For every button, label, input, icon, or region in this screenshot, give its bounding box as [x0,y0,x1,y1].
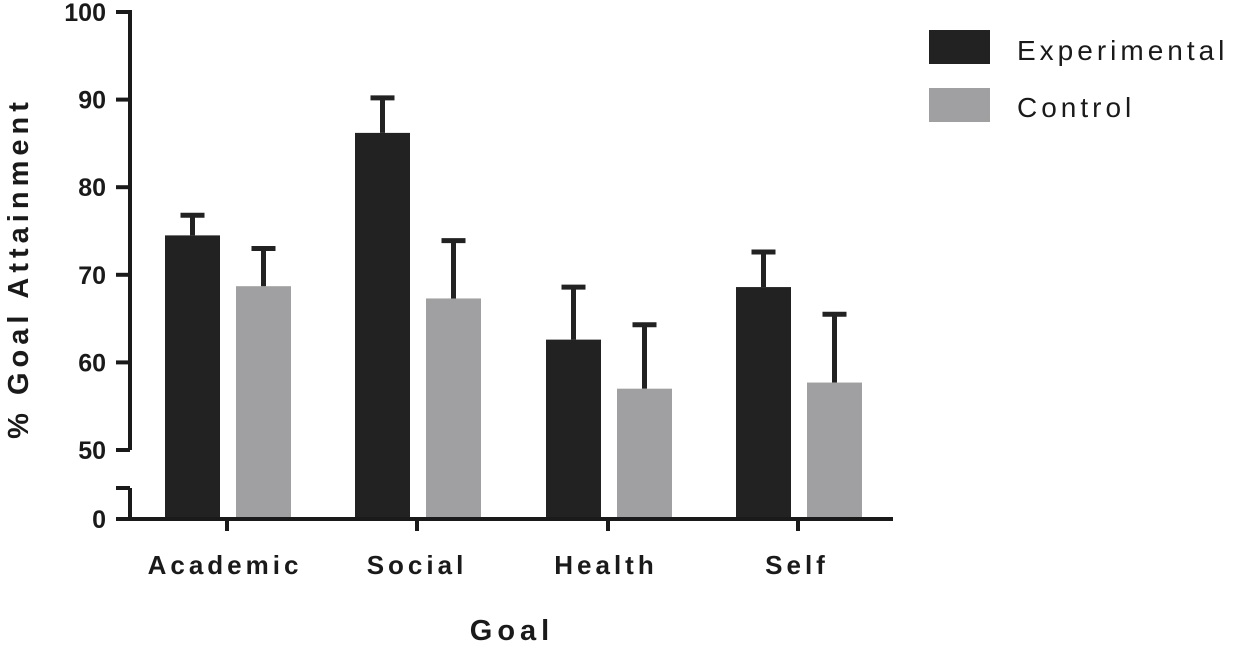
legend-label-control: Control [1017,92,1135,123]
bar-experimental-self [736,287,791,519]
x-tick-label-health: Health [554,550,657,580]
x-tick-label-self: Self [765,550,829,580]
errorbar-control-self [822,311,847,383]
bars-group [165,132,862,519]
legend-label-experimental: Experimental [1017,35,1228,66]
errorbar-experimental-social [370,95,395,133]
y-ticks-group: 0 50 60 70 80 90 100 [64,0,130,534]
y-tick-label: 70 [78,262,106,290]
errorbar-control-academic [251,246,276,287]
y-tick-label: 50 [78,437,106,465]
errorbars-group [180,95,847,389]
bar-experimental-social [355,132,410,519]
y-tick-label: 80 [78,174,106,202]
y-tick-label: 90 [78,87,106,115]
bar-experimental-academic [165,235,220,519]
bar-control-self [807,382,862,519]
errorbar-experimental-health [561,284,586,340]
legend-swatch-experimental [929,30,990,64]
errorbar-control-health [632,322,657,389]
errorbar-control-social [441,238,466,299]
x-tick-label-academic: Academic [148,550,303,580]
y-tick-label: 0 [92,506,106,534]
errorbar-experimental-academic [180,212,205,236]
y-tick-label: 60 [78,349,106,377]
legend-swatch-control [929,88,990,122]
errorbar-experimental-self [751,249,776,288]
bar-control-health [617,388,672,519]
x-ticks-group: Academic Social Health Self [148,519,829,580]
legend: Experimental Control [929,30,1228,123]
axes-group [116,10,893,521]
x-tick-label-social: Social [367,550,468,580]
bar-control-social [426,298,481,519]
x-axis-title: Goal [470,615,554,647]
bar-experimental-health [546,339,601,519]
bar-control-academic [236,286,291,519]
y-tick-label: 100 [64,0,106,27]
y-axis-title: % Goal Attainment [3,97,35,439]
